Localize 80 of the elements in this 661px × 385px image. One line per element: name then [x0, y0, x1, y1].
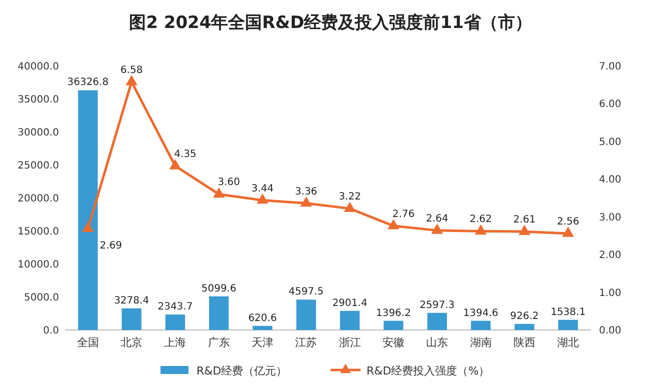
- bar: [78, 90, 98, 330]
- x-tick-label: 安徽: [382, 336, 404, 349]
- bar: [514, 324, 534, 330]
- x-tick-label: 江苏: [295, 336, 318, 349]
- y-tick-label: 10000.0: [18, 260, 59, 270]
- data-label: 2.69: [100, 240, 122, 252]
- data-label: 2.64: [426, 213, 448, 224]
- y2-tick-label: 4.00: [599, 174, 622, 186]
- data-label: 1394.6: [463, 308, 498, 319]
- data-label: 2.62: [470, 214, 492, 226]
- chart-title: 图2 2024年全国R&D经费及投入强度前11省（市）: [129, 13, 532, 33]
- point: [388, 219, 400, 230]
- bar: [384, 320, 404, 330]
- x-tick-label: 浙江: [338, 336, 361, 349]
- data-label: 3.60: [218, 177, 240, 188]
- data-label: 5099.6: [201, 283, 236, 294]
- point: [474, 224, 487, 235]
- data-label: 2.61: [513, 214, 536, 226]
- x-tick-label: 陕西: [513, 336, 536, 349]
- y-tick-label: 20000.0: [18, 194, 59, 204]
- y2-tick-label: 0.00: [599, 326, 622, 336]
- y-tick-label: 40000.0: [18, 62, 59, 72]
- data-label: 4597.5: [288, 286, 324, 298]
- point: [518, 224, 530, 235]
- x-tick-label: 湖北: [557, 336, 580, 349]
- point: [126, 75, 138, 86]
- y2-tick-label: 5.00: [599, 136, 622, 148]
- point: [344, 202, 356, 212]
- data-label: 620.6: [248, 312, 277, 324]
- x-tick-label: 全国: [76, 336, 99, 349]
- bar: [165, 314, 186, 330]
- y-tick-label: 25000.0: [18, 160, 59, 172]
- y2-tick-label: 1.00: [599, 288, 622, 299]
- data-label: 2.76: [392, 208, 415, 220]
- data-label: 2343.7: [158, 302, 193, 313]
- x-tick-label: 广东: [208, 336, 230, 349]
- bar: [558, 320, 578, 330]
- point: [256, 193, 268, 204]
- y-tick-label: 0.0: [43, 326, 59, 336]
- x-tick-label: 天津: [252, 336, 274, 349]
- x-tick-label: 北京: [120, 336, 143, 349]
- point: [169, 159, 182, 170]
- x-tick-label: 湖南: [470, 336, 492, 349]
- y-tick-label: 35000.0: [18, 94, 59, 106]
- data-label: 2597.3: [420, 300, 455, 311]
- y2-tick-label: 3.00: [599, 212, 622, 224]
- bar: [427, 312, 447, 330]
- data-label: 2.56: [556, 216, 580, 228]
- data-label: 3.44: [251, 183, 274, 194]
- data-label: 36326.8: [67, 77, 109, 88]
- y2-tick-label: 2.00: [599, 250, 622, 262]
- point: [82, 222, 94, 232]
- data-label: 6.58: [120, 64, 143, 76]
- data-label: 3278.4: [114, 295, 150, 306]
- point: [300, 196, 312, 207]
- y2-tick-label: 6.00: [599, 99, 622, 110]
- legend-label: R&D经费（亿元）: [196, 364, 288, 378]
- data-label: 1396.2: [376, 308, 411, 319]
- data-label: 926.2: [510, 310, 539, 322]
- x-tick-label: 山东: [426, 336, 448, 349]
- data-label: 4.35: [174, 148, 196, 160]
- bar: [252, 326, 272, 330]
- x-tick-label: 上海: [164, 336, 186, 349]
- bar: [340, 310, 360, 330]
- point: [212, 187, 225, 198]
- bar: [209, 296, 229, 330]
- y-tick-label: 30000.0: [18, 128, 59, 138]
- y2-tick-label: 7.00: [599, 62, 622, 72]
- point: [431, 224, 444, 234]
- legend-label: R&D经费投入强度（%）: [366, 364, 490, 378]
- y-tick-label: 15000.0: [18, 226, 59, 238]
- bar: [470, 320, 491, 330]
- bar: [122, 308, 142, 330]
- data-label: 3.36: [295, 186, 318, 198]
- point: [562, 226, 574, 237]
- data-label: 3.22: [338, 192, 361, 203]
- y-tick-label: 5000.0: [24, 292, 59, 304]
- data-label: 2901.4: [332, 298, 368, 309]
- data-label: 1538.1: [550, 306, 586, 318]
- bar: [296, 300, 316, 330]
